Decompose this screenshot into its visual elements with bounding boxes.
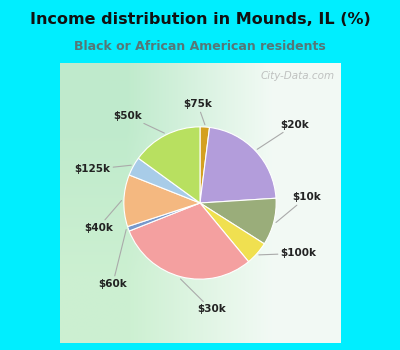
- Wedge shape: [129, 158, 200, 203]
- Text: $10k: $10k: [276, 193, 320, 223]
- Wedge shape: [128, 203, 200, 231]
- Text: City-Data.com: City-Data.com: [260, 71, 334, 82]
- Wedge shape: [200, 127, 210, 203]
- Wedge shape: [129, 203, 248, 279]
- Text: Black or African American residents: Black or African American residents: [74, 40, 326, 53]
- Wedge shape: [200, 127, 276, 203]
- Text: $60k: $60k: [98, 230, 127, 289]
- Text: $75k: $75k: [183, 99, 212, 125]
- Text: $100k: $100k: [259, 248, 317, 258]
- Wedge shape: [138, 127, 200, 203]
- Text: $125k: $125k: [74, 164, 131, 174]
- Text: $20k: $20k: [257, 120, 309, 149]
- Wedge shape: [200, 203, 264, 262]
- Text: $30k: $30k: [180, 279, 226, 314]
- Wedge shape: [200, 198, 276, 244]
- Wedge shape: [124, 175, 200, 226]
- Text: $40k: $40k: [84, 201, 122, 233]
- Text: $50k: $50k: [113, 111, 164, 133]
- Text: Income distribution in Mounds, IL (%): Income distribution in Mounds, IL (%): [30, 12, 370, 27]
